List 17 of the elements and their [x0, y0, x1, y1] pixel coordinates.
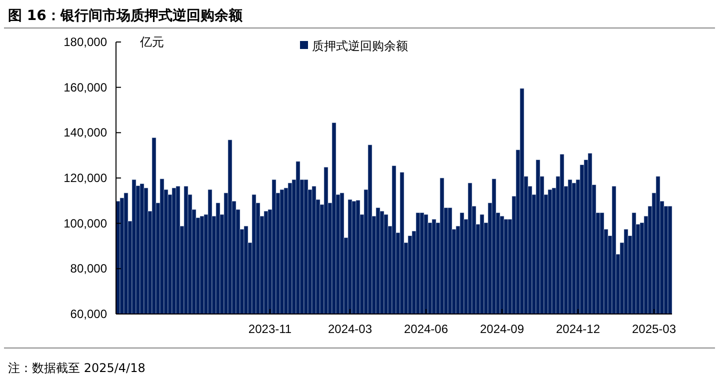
y-tick-label: 60,000 [70, 307, 108, 321]
y-axis-title: 亿元 [139, 35, 164, 49]
x-tick-label: 2025-03 [632, 322, 676, 336]
y-tick-label: 100,000 [64, 216, 108, 230]
y-tick-label: 80,000 [70, 262, 108, 276]
text: 注：数据截至 2025/4/18 [8, 361, 146, 375]
y-tick-label: 160,000 [64, 80, 108, 94]
chart-title: 图 16：银行间市场质押式逆回购余额 [8, 7, 244, 24]
x-tick-label: 2024-12 [556, 322, 600, 336]
x-tick-label: 2024-06 [404, 322, 448, 336]
y-tick-label: 180,000 [64, 35, 108, 49]
x-tick-label: 2023-11 [248, 322, 292, 336]
x-tick-label: 2024-03 [328, 322, 372, 336]
y-tick-label: 140,000 [64, 126, 108, 140]
x-tick-label: 2024-09 [480, 322, 524, 336]
legend: 质押式逆回购余额 [300, 39, 408, 53]
y-tick-label: 120,000 [64, 171, 108, 185]
